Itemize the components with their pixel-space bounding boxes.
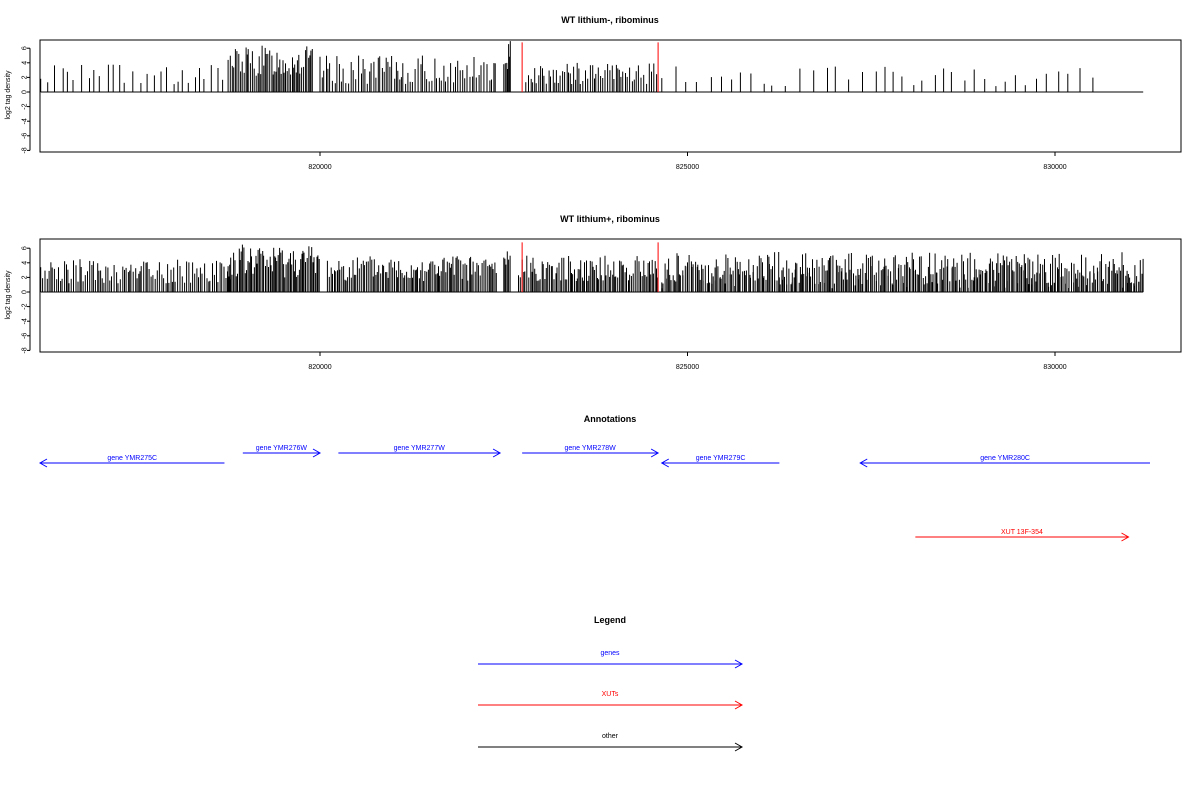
y-tick-label: -2 — [22, 303, 29, 309]
annotation-feature: gene YMR277W — [338, 445, 502, 458]
y-tick-label: -4 — [22, 118, 29, 124]
annotation-feature: gene YMR280C — [859, 455, 1150, 468]
feature-label: gene YMR276W — [256, 445, 308, 452]
annotation-feature: gene YMR278W — [522, 445, 660, 458]
boundary-markers — [521, 242, 659, 292]
y-tick-label: 2 — [22, 75, 29, 79]
feature-label: gene YMR277W — [394, 445, 446, 452]
feature-arrow-head — [660, 458, 670, 468]
chart-title: WT lithium+, ribominus — [560, 214, 660, 224]
density-bars — [40, 41, 1144, 93]
track-panel-lithium-plus: WT lithium+, ribominus log2 tag density … — [5, 214, 1182, 371]
y-axis-label: log2 tag density — [5, 270, 12, 320]
legend-arrow-head — [734, 659, 744, 669]
legend-arrow-head — [734, 742, 744, 752]
legend-label: genes — [600, 650, 620, 657]
y-axis-label: log2 tag density — [5, 70, 12, 120]
y-tick-label: 4 — [22, 61, 29, 65]
x-tick-label: 830000 — [1043, 164, 1066, 171]
y-tick-label: -8 — [22, 147, 29, 153]
x-axis: 820000 825000 830000 — [308, 152, 1067, 171]
feature-arrow-head — [492, 448, 502, 458]
x-axis: 820000 825000 830000 — [308, 352, 1067, 371]
annotation-feature: gene YMR275C — [38, 455, 225, 468]
legend-entry: other — [478, 733, 744, 752]
y-tick-label: 0 — [22, 290, 29, 294]
feature-label: gene YMR275C — [107, 455, 157, 462]
annotation-feature: gene YMR279C — [660, 455, 780, 468]
feature-arrow-head — [650, 448, 660, 458]
legend-entry: genes — [478, 650, 744, 669]
density-bars — [40, 244, 1144, 293]
y-tick-label: 4 — [22, 261, 29, 265]
feature-arrow-head — [312, 448, 322, 458]
y-axis: -8 -6 -4 -2 0 2 4 6 — [22, 246, 31, 354]
y-tick-label: -2 — [22, 103, 29, 109]
x-tick-label: 820000 — [308, 164, 331, 171]
y-tick-label: -4 — [22, 318, 29, 324]
feature-arrow-head — [859, 458, 868, 468]
legend-arrow-head — [734, 700, 744, 710]
y-tick-label: -6 — [22, 133, 29, 139]
y-tick-label: 6 — [22, 246, 29, 250]
annotations-title: Annotations — [584, 414, 637, 424]
annotation-feature: XUT 13F-354 — [915, 529, 1130, 542]
feature-label: gene YMR278W — [564, 445, 616, 452]
y-tick-label: -8 — [22, 347, 29, 353]
annotation-feature: gene YMR276W — [242, 445, 322, 458]
x-tick-label: 825000 — [676, 364, 699, 371]
y-axis: -8 -6 -4 -2 0 2 4 6 — [22, 46, 31, 154]
legend-entries: genes XUTs other — [478, 650, 744, 752]
feature-arrow-head — [38, 458, 48, 468]
feature-label: gene YMR280C — [980, 455, 1030, 462]
y-tick-label: 2 — [22, 275, 29, 279]
y-tick-label: -6 — [22, 333, 29, 339]
x-tick-label: 820000 — [308, 364, 331, 371]
legend-label: XUTs — [602, 691, 619, 698]
feature-label: XUT 13F-354 — [1001, 529, 1043, 536]
plot-frame — [39, 238, 1182, 353]
chart-title: WT lithium-, ribominus — [561, 15, 659, 25]
legend-entry: XUTs — [478, 691, 744, 710]
y-tick-label: 0 — [22, 90, 29, 94]
y-tick-label: 6 — [22, 46, 29, 50]
legend: Legend genes XUTs other — [478, 615, 744, 752]
legend-label: other — [602, 733, 619, 740]
plot-frame — [39, 39, 1182, 153]
boundary-markers — [521, 42, 659, 92]
feature-arrow-head — [1121, 532, 1130, 542]
feature-label: gene YMR279C — [696, 455, 746, 462]
annotation-features: gene YMR275C gene YMR276W gene YMR277W gene… — [38, 445, 1150, 542]
x-tick-label: 825000 — [676, 164, 699, 171]
x-tick-label: 830000 — [1043, 364, 1066, 371]
track-panel-lithium-minus: WT lithium-, ribominus log2 tag density … — [5, 15, 1182, 171]
legend-title: Legend — [594, 615, 626, 625]
